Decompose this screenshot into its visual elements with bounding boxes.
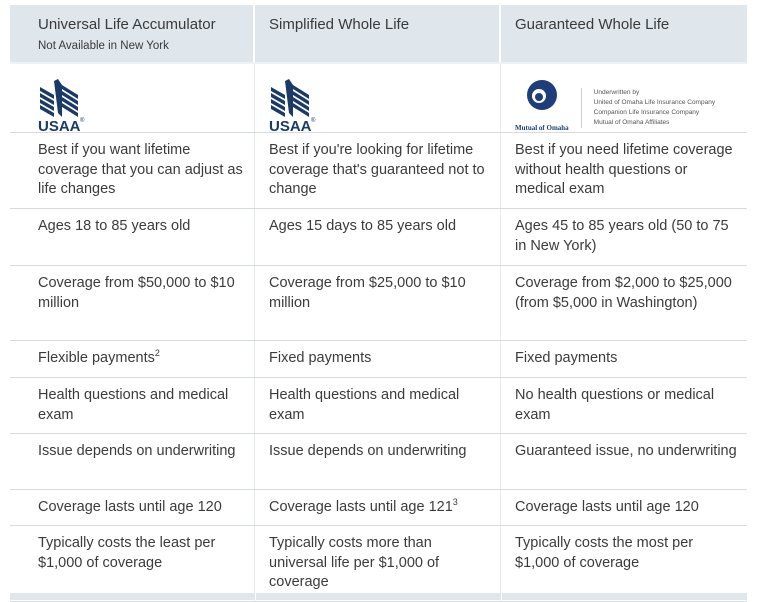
footnote-marker[interactable]: 3 — [452, 497, 458, 507]
table-cell: Coverage from $25,000 to $10 million — [255, 266, 501, 340]
cell-text: Coverage from $25,000 to $10 million — [269, 275, 466, 311]
cell-text: Guaranteed issue, no underwriting — [515, 443, 737, 459]
table-header: Universal Life Accumulator Not Available… — [10, 5, 747, 64]
underwriter-list: Underwritten by United of Omaha Life Ins… — [580, 88, 716, 128]
column-title: Simplified Whole Life — [269, 16, 410, 33]
cell-text: Coverage lasts until age 121 — [269, 499, 453, 515]
lion-icon — [526, 80, 557, 110]
table-cell: Best if you want lifetime coverage that … — [10, 133, 255, 208]
table-cell: No health questions or medical exam — [501, 378, 747, 433]
omaha-wordmark: Mutual of Omaha — [515, 123, 569, 132]
cell-text: Health questions and medical exam — [269, 387, 460, 423]
table-cell: Typically costs the least per $1,000 of … — [10, 526, 255, 601]
table-cell: Coverage from $50,000 to $10 million — [10, 266, 255, 340]
underwriter-line: Mutual of Omaha Affiliates — [593, 119, 670, 126]
column-subtitle: Not Available in New York — [38, 39, 169, 52]
logo-row: USAA ® USAA ® — [10, 64, 747, 135]
cell-text: Health questions and medical exam — [38, 387, 229, 423]
cell-text: Flexible payments — [38, 350, 155, 366]
table-row-coverage-amount: Coverage from $50,000 to $10 million Cove… — [10, 266, 747, 341]
table-cell: Health questions and medical exam — [10, 378, 255, 433]
cell-text: Typically costs the most per $1,000 of c… — [515, 535, 694, 571]
table-cell: Issue depends on underwriting — [255, 434, 501, 489]
header-guaranteed-whole-life: Guaranteed Whole Life — [501, 5, 747, 62]
table-row-coverage-duration: Coverage lasts until age 120 Coverage las… — [10, 490, 747, 526]
svg-text:USAA: USAA — [269, 118, 312, 133]
cell-text: Ages 15 days to 85 years old — [269, 218, 457, 234]
svg-text:USAA: USAA — [38, 118, 81, 133]
table-cell: Flexible payments2 — [10, 341, 255, 377]
cell-text: Best if you're looking for lifetime cove… — [269, 142, 485, 197]
table-cell: Guaranteed issue, no underwriting — [501, 434, 747, 489]
svg-text:®: ® — [311, 117, 316, 124]
svg-text:®: ® — [80, 117, 85, 124]
table-row-payments: Flexible payments2 Fixed payments Fixed pa… — [10, 341, 747, 378]
table-cell: Health questions and medical exam — [255, 378, 501, 433]
table-cell: Coverage lasts until age 120 — [501, 490, 747, 525]
header-universal-life: Universal Life Accumulator Not Available… — [10, 5, 255, 62]
comparison-table: Universal Life Accumulator Not Available… — [10, 5, 747, 602]
table-cell: Coverage from $2,000 to $25,000 (from $5… — [501, 266, 747, 340]
cell-text: Issue depends on underwriting — [269, 443, 467, 459]
table-cell: Fixed payments — [501, 341, 747, 377]
table-row-ages: Ages 18 to 85 years old Ages 15 days to 8… — [10, 209, 747, 266]
cell-text: Typically costs the least per $1,000 of … — [38, 535, 216, 571]
table-cell: Coverage lasts until age 1213 — [255, 490, 501, 525]
usaa-logo: USAA ® — [269, 79, 316, 135]
cell-text: No health questions or medical exam — [515, 387, 715, 423]
cell-text: Fixed payments — [269, 350, 372, 366]
mutual-of-omaha-logo: Mutual of Omaha Underwritten by United o… — [515, 78, 737, 138]
cell-text: Typically costs more than universal life… — [269, 535, 440, 590]
header-simplified-whole-life: Simplified Whole Life — [255, 5, 501, 62]
table-cell: Typically costs more than universal life… — [255, 526, 501, 601]
cell-text: Fixed payments — [515, 350, 618, 366]
cell-text: Coverage from $50,000 to $10 million — [38, 275, 235, 311]
cell-text: Issue depends on underwriting — [38, 443, 236, 459]
column-title: Universal Life Accumulator — [38, 16, 216, 33]
table-cell: Ages 18 to 85 years old — [10, 209, 255, 265]
table-cell: Ages 15 days to 85 years old — [255, 209, 501, 265]
cell-text: Best if you need lifetime coverage witho… — [515, 142, 733, 197]
table-row-health-questions: Health questions and medical exam Health … — [10, 378, 747, 434]
logo-cell: Mutual of Omaha Underwritten by United o… — [501, 64, 747, 132]
usaa-logo: USAA ® — [38, 79, 85, 135]
table-row-issue: Issue depends on underwriting Issue depen… — [10, 434, 747, 490]
footnote-marker[interactable]: 2 — [154, 348, 160, 358]
table-cell: Best if you need lifetime coverage witho… — [501, 133, 747, 208]
table-cell: Typically costs the most per $1,000 of c… — [501, 526, 747, 601]
table-cell: Coverage lasts until age 120 — [10, 490, 255, 525]
table-row-best-for: Best if you want lifetime coverage that … — [10, 133, 747, 209]
cell-text: Ages 18 to 85 years old — [38, 218, 191, 234]
cell-text: Coverage lasts until age 120 — [515, 499, 699, 515]
underwriter-line: Companion Life Insurance Company — [593, 109, 700, 116]
column-title: Guaranteed Whole Life — [515, 16, 670, 33]
table-cell: Fixed payments — [255, 341, 501, 377]
cell-text: Best if you want lifetime coverage that … — [38, 142, 243, 197]
table-cell: Issue depends on underwriting — [10, 434, 255, 489]
table-footer-strip — [10, 593, 747, 600]
cell-text: Coverage from $2,000 to $25,000 (from $5… — [515, 275, 732, 311]
logo-cell: USAA ® — [10, 64, 255, 135]
table-cell: Best if you're looking for lifetime cove… — [255, 133, 501, 208]
underwriter-line: United of Omaha Life Insurance Company — [593, 99, 716, 106]
underwriter-line: Underwritten by — [593, 89, 640, 96]
logo-cell: USAA ® — [255, 64, 501, 135]
table-cell: Ages 45 to 85 years old (50 to 75 in New… — [501, 209, 747, 265]
table-row-cost: Typically costs the least per $1,000 of … — [10, 526, 747, 602]
cell-text: Ages 45 to 85 years old (50 to 75 in New… — [515, 218, 729, 254]
cell-text: Coverage lasts until age 120 — [38, 499, 222, 515]
